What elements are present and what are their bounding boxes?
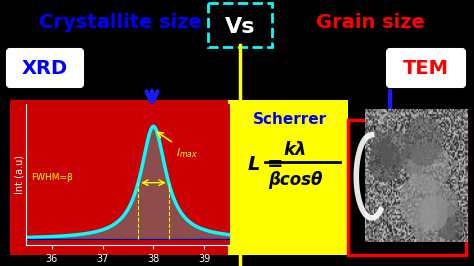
FancyBboxPatch shape (7, 49, 83, 87)
Text: L =: L = (248, 156, 283, 174)
Bar (348, 120, 466, 255)
Bar (228, 100, 348, 255)
FancyBboxPatch shape (208, 3, 272, 47)
Text: Scherrer: Scherrer (253, 113, 327, 127)
Text: βcosθ: βcosθ (268, 171, 322, 189)
Text: FWHM=β: FWHM=β (31, 173, 73, 182)
Text: kλ: kλ (283, 141, 307, 159)
Y-axis label: Int (a.u): Int (a.u) (15, 155, 25, 194)
Text: Grain size: Grain size (316, 13, 424, 31)
Bar (10, 100, 228, 255)
Text: $I_{max}$: $I_{max}$ (176, 147, 199, 160)
Text: TEM: TEM (403, 59, 449, 77)
Text: Vs: Vs (225, 17, 255, 37)
Text: Crystallite size: Crystallite size (38, 13, 201, 31)
FancyBboxPatch shape (387, 49, 465, 87)
Text: XRD: XRD (22, 59, 68, 77)
